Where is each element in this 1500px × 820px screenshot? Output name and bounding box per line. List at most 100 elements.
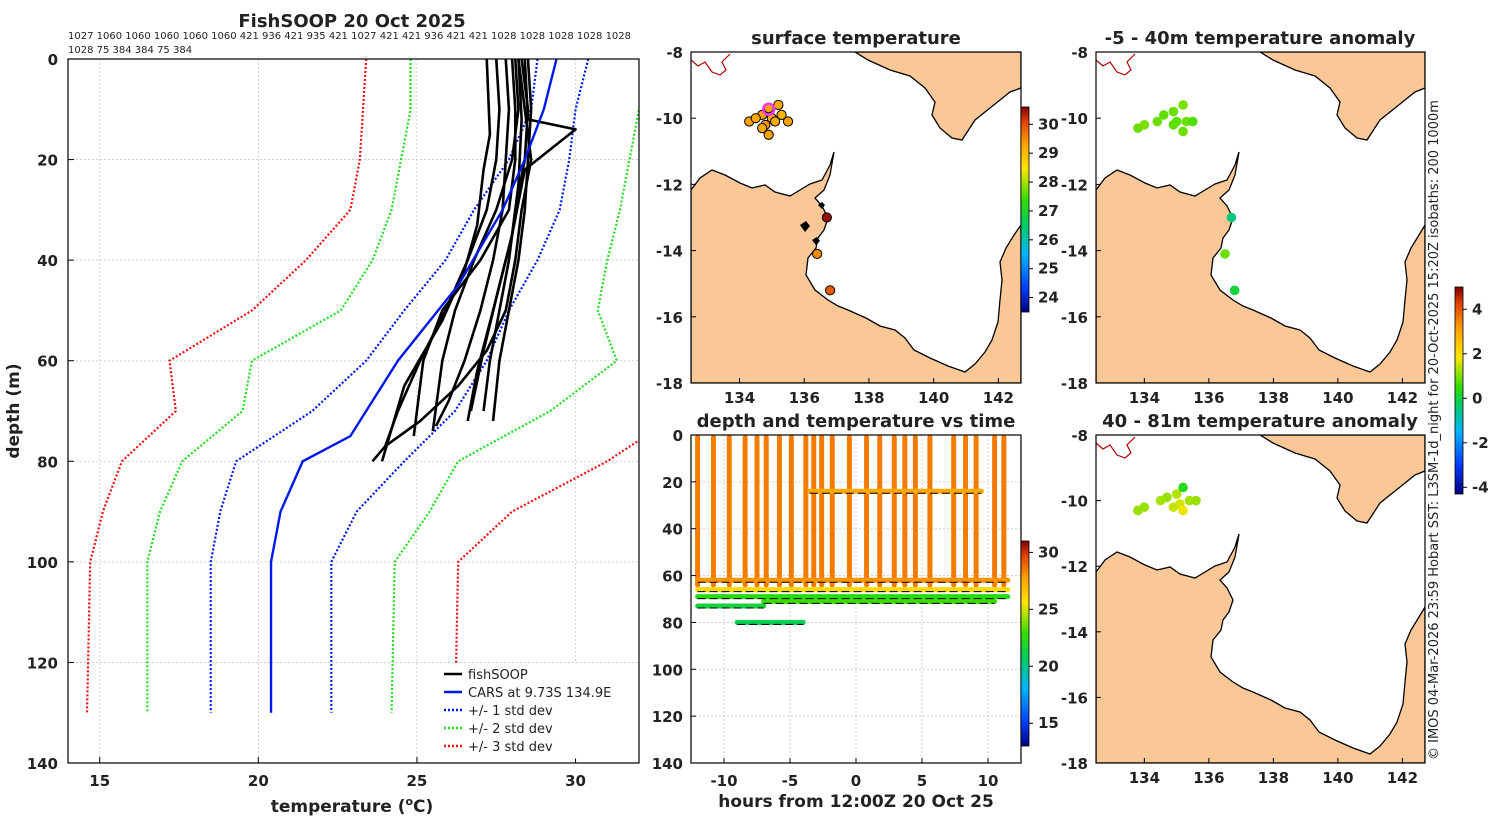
legend-cars: CARS at 9.73S 134.9E	[468, 686, 611, 701]
y-tick-label: 80	[37, 453, 58, 471]
anomaly-point	[1139, 502, 1150, 512]
y-tick-label: 120	[27, 654, 58, 672]
shallow-anomaly-map: -5 - 40m temperature anomaly -8 -10 -12 -14…	[1061, 28, 1426, 407]
std1-lower-line	[209, 59, 539, 713]
x-tick-label: -5	[782, 772, 799, 790]
colorbar-tick-label: 27	[1038, 202, 1059, 220]
lat-tick-label: -8	[1071, 44, 1088, 62]
y-tick-label: 140	[27, 755, 58, 773]
lat-tick-label: -12	[1061, 176, 1088, 194]
lat-tick-label: -16	[1061, 689, 1088, 707]
surface-temp-point	[770, 116, 781, 127]
lon-tick-label: 138	[1258, 389, 1289, 407]
cars-line	[269, 59, 558, 713]
depth-time-title: depth and temperature vs time	[697, 411, 1016, 432]
x-tick-label: 0	[851, 772, 861, 790]
land-mass	[691, 151, 1021, 383]
depth-time-chart: depth and temperature vs time -10 -5 0 5 100…	[652, 411, 1059, 812]
lat-tick-label: -16	[1061, 309, 1088, 327]
surface-temperature-map: surface temperature -8 -10 -12 -14 -16 -18 134…	[656, 28, 1059, 407]
colorbar-tick-label: 29	[1038, 144, 1059, 162]
surface-temp-point	[763, 129, 774, 140]
anomaly-point	[1162, 492, 1172, 503]
x-tick-label: 20	[248, 772, 269, 790]
lat-tick-label: -18	[1061, 755, 1088, 773]
y-tick-label: 140	[652, 755, 683, 773]
colorbar-tick-label: 30	[1038, 115, 1059, 133]
anomaly-point	[1152, 116, 1163, 127]
anomaly-point	[1178, 482, 1188, 493]
lat-tick-label: -10	[1061, 110, 1088, 128]
std2-lower-line	[146, 59, 412, 713]
colorbar-tick-label: 30	[1038, 543, 1059, 561]
fishsoop-profile-line	[431, 59, 520, 432]
x-tick-label: 10	[978, 772, 999, 790]
surface-temp-point	[812, 248, 823, 260]
surface-temp-point	[757, 123, 768, 134]
colorbar-tick-label: 25	[1038, 600, 1059, 618]
lon-tick-label: 140	[1322, 389, 1353, 407]
lon-tick-label: 138	[853, 389, 884, 407]
colorbar-tick-label: -2	[1472, 434, 1489, 452]
x-tick-label: 25	[407, 772, 428, 790]
anomaly-point	[1220, 249, 1230, 259]
y-tick-label: 60	[662, 568, 683, 586]
y-tick-label: 0	[48, 51, 58, 69]
std3-lower-line	[85, 59, 368, 713]
anom-deep-title: 40 - 81m temperature anomaly	[1102, 411, 1418, 432]
anomaly-point	[1178, 126, 1188, 137]
lat-tick-label: -14	[1061, 624, 1088, 642]
surface-temp-title: surface temperature	[751, 28, 961, 49]
anomaly-point	[1139, 120, 1150, 130]
lat-tick-label: -14	[656, 243, 683, 261]
anomaly-point	[1187, 116, 1198, 127]
x-tick-label: -10	[710, 772, 737, 790]
legend-std1: +/- 1 std dev	[468, 704, 553, 719]
lat-tick-label: -14	[1061, 243, 1088, 261]
colorbar-tick-label: 25	[1038, 260, 1059, 278]
lon-tick-label: 142	[983, 389, 1014, 407]
lon-tick-label: 138	[1258, 769, 1289, 787]
anomaly-colorbar	[1454, 286, 1464, 495]
lat-tick-label: -18	[656, 375, 683, 393]
colorbar-tick-label: 0	[1472, 389, 1482, 407]
colorbar-tick-label: 24	[1038, 289, 1059, 307]
anom-shallow-title: -5 - 40m temperature anomaly	[1105, 28, 1416, 49]
surface-temp-point	[821, 212, 832, 223]
profile-axes-frame	[67, 58, 640, 764]
lon-tick-label: 140	[1322, 769, 1353, 787]
imos-side-note: © IMOS 04-Mar-2026 23:59 Hobart SST: L3S…	[1427, 100, 1442, 760]
y-tick-label: 20	[37, 152, 58, 170]
colorbar-tick-label: 20	[1038, 657, 1059, 675]
lon-tick-label: 140	[918, 389, 949, 407]
surface-temp-point	[750, 113, 761, 124]
y-tick-label: 80	[662, 614, 683, 632]
std2-upper-line	[390, 103, 639, 713]
lon-tick-label: 142	[1387, 769, 1418, 787]
lon-tick-label: 142	[1387, 389, 1418, 407]
y-tick-label: 0	[673, 427, 683, 445]
profile-ylabel: depth (m)	[4, 363, 24, 458]
lat-tick-label: -12	[1061, 558, 1088, 576]
anomaly-point	[1191, 495, 1201, 506]
fishsoop-profile-line	[466, 59, 577, 422]
surface-temp-point	[825, 285, 836, 296]
y-tick-label: 60	[37, 353, 58, 371]
anomaly-point	[1168, 120, 1179, 130]
profile-legend: fishSOOP CARS at 9.73S 134.9E +/- 1 std …	[437, 663, 617, 759]
anomaly-point	[1229, 285, 1240, 296]
fishsoop-profile-line	[412, 59, 517, 437]
y-tick-label: 100	[652, 661, 683, 679]
anomaly-point	[1158, 110, 1169, 120]
colorbar-tick-label: 26	[1038, 231, 1059, 249]
fishsoop-profile-line	[469, 59, 523, 412]
depth-time-xlabel: hours from 12:00Z 20 Oct 25	[718, 792, 994, 812]
profile-chart: FishSOOP 20 Oct 2025 1027 1060 1060 1060…	[4, 11, 640, 817]
x-tick-label: 15	[89, 772, 110, 790]
lon-tick-label: 136	[789, 389, 820, 407]
lat-tick-label: -10	[656, 110, 683, 128]
x-tick-label: 5	[917, 772, 927, 790]
y-tick-label: 20	[662, 474, 683, 492]
fishsoop-profile-line	[491, 59, 533, 422]
